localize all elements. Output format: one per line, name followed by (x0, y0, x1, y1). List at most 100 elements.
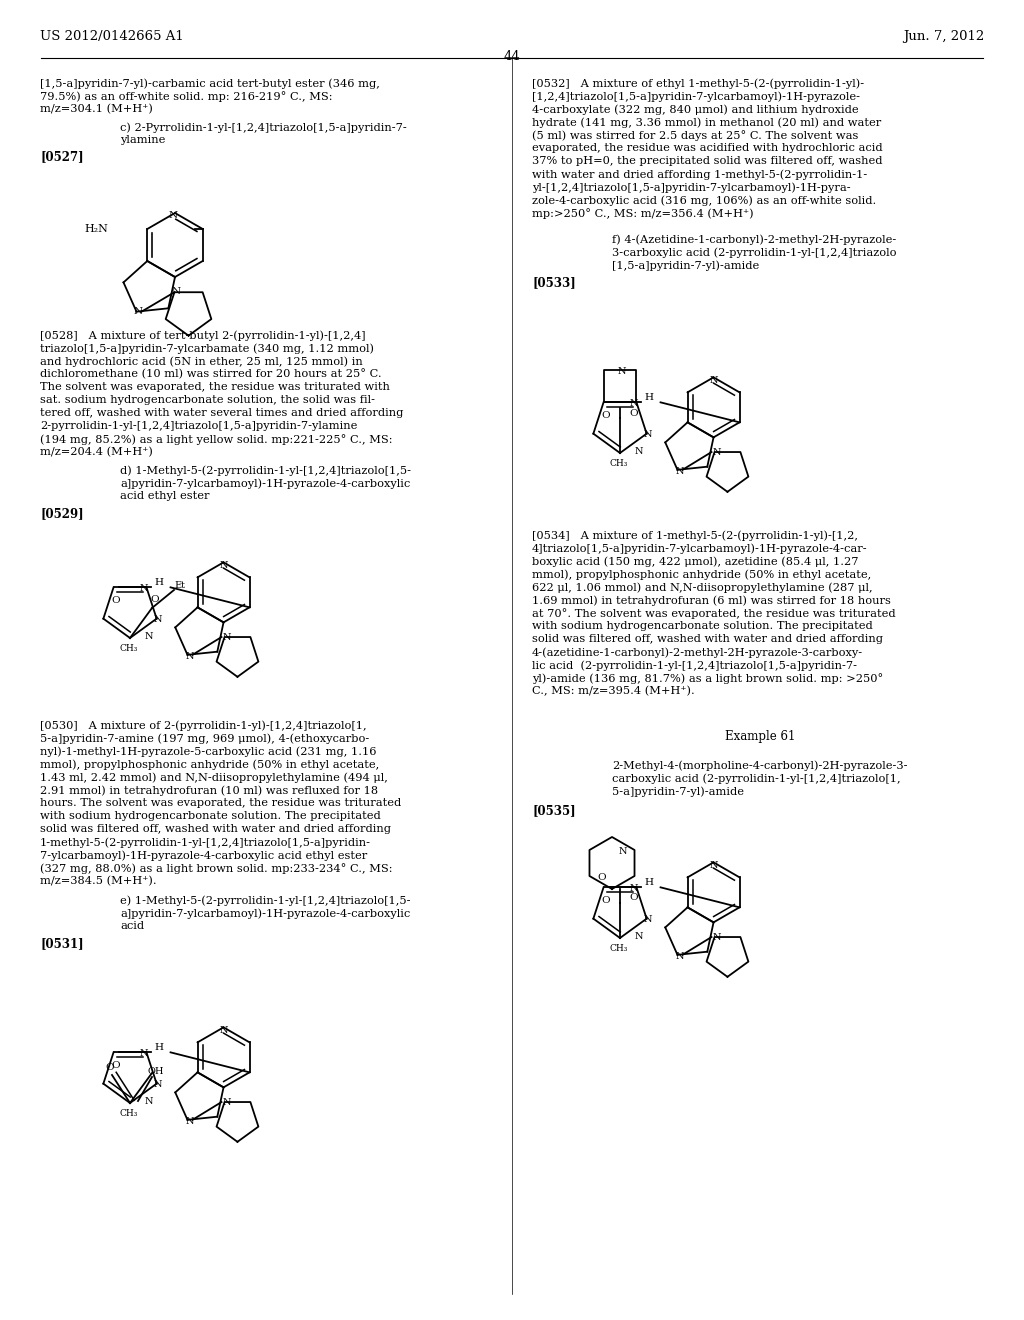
Text: and hydrochloric acid (5N in ether, 25 ml, 125 mmol) in: and hydrochloric acid (5N in ether, 25 m… (40, 356, 362, 367)
Text: OH: OH (147, 1067, 164, 1076)
Text: with sodium hydrogencarbonate solution. The precipitated: with sodium hydrogencarbonate solution. … (532, 620, 872, 631)
Text: N: N (618, 846, 627, 855)
Text: f) 4-(Azetidine-1-carbonyl)-2-methyl-2H-pyrazole-: f) 4-(Azetidine-1-carbonyl)-2-methyl-2H-… (612, 234, 896, 244)
Text: CH₃: CH₃ (609, 459, 628, 469)
Text: N: N (139, 1049, 147, 1057)
Text: [0527]: [0527] (40, 150, 84, 162)
Text: [0529]: [0529] (40, 507, 84, 520)
Text: N: N (134, 308, 143, 317)
Text: O: O (601, 896, 609, 906)
Text: O: O (597, 873, 606, 882)
Text: 3-carboxylic acid (2-pyrrolidin-1-yl-[1,2,4]triazolo: 3-carboxylic acid (2-pyrrolidin-1-yl-[1,… (612, 247, 896, 257)
Text: US 2012/0142665 A1: US 2012/0142665 A1 (40, 30, 183, 44)
Text: O: O (105, 1064, 115, 1072)
Text: zole-4-carboxylic acid (316 mg, 106%) as an off-white solid.: zole-4-carboxylic acid (316 mg, 106%) as… (532, 195, 877, 206)
Text: 4-carboxylate (322 mg, 840 μmol) and lithium hydroxide: 4-carboxylate (322 mg, 840 μmol) and lit… (532, 104, 859, 115)
Text: N: N (675, 467, 684, 477)
Text: e) 1-Methyl-5-(2-pyrrolidin-1-yl-[1,2,4]triazolo[1,5-: e) 1-Methyl-5-(2-pyrrolidin-1-yl-[1,2,4]… (120, 895, 411, 906)
Text: evaporated, the residue was acidified with hydrochloric acid: evaporated, the residue was acidified wi… (532, 143, 883, 153)
Text: acid ethyl ester: acid ethyl ester (120, 491, 210, 502)
Text: [0530]   A mixture of 2-(pyrrolidin-1-yl)-[1,2,4]triazolo[1,: [0530] A mixture of 2-(pyrrolidin-1-yl)-… (40, 719, 367, 730)
Text: lic acid  (2-pyrrolidin-1-yl-[1,2,4]triazolo[1,5-a]pyridin-7-: lic acid (2-pyrrolidin-1-yl-[1,2,4]triaz… (532, 660, 857, 671)
Text: carboxylic acid (2-pyrrolidin-1-yl-[1,2,4]triazolo[1,: carboxylic acid (2-pyrrolidin-1-yl-[1,2,… (612, 774, 901, 784)
Text: 4-(azetidine-1-carbonyl)-2-methyl-2H-pyrazole-3-carboxy-: 4-(azetidine-1-carbonyl)-2-methyl-2H-pyr… (532, 647, 863, 657)
Text: N: N (629, 399, 638, 408)
Text: dichloromethane (10 ml) was stirred for 20 hours at 25° C.: dichloromethane (10 ml) was stirred for … (40, 370, 382, 380)
Text: [0532]   A mixture of ethyl 1-methyl-5-(2-(pyrrolidin-1-yl)-: [0532] A mixture of ethyl 1-methyl-5-(2-… (532, 78, 864, 88)
Text: m/z=384.5 (M+H⁺).: m/z=384.5 (M+H⁺). (40, 876, 157, 886)
Text: solid was filtered off, washed with water and dried affording: solid was filtered off, washed with wate… (40, 824, 391, 834)
Text: 5-a]pyridin-7-amine (197 mg, 969 μmol), 4-(ethoxycarbo-: 5-a]pyridin-7-amine (197 mg, 969 μmol), … (40, 733, 370, 743)
Text: (327 mg, 88.0%) as a light brown solid. mp:233-234° C., MS:: (327 mg, 88.0%) as a light brown solid. … (40, 863, 392, 874)
Text: mp:>250° C., MS: m/z=356.4 (M+H⁺): mp:>250° C., MS: m/z=356.4 (M+H⁺) (532, 209, 754, 219)
Text: (194 mg, 85.2%) as a light yellow solid. mp:221-225° C., MS:: (194 mg, 85.2%) as a light yellow solid.… (40, 434, 392, 445)
Text: 2-Methyl-4-(morpholine-4-carbonyl)-2H-pyrazole-3-: 2-Methyl-4-(morpholine-4-carbonyl)-2H-py… (612, 760, 907, 771)
Text: 37% to pH=0, the precipitated solid was filtered off, washed: 37% to pH=0, the precipitated solid was … (532, 156, 883, 166)
Text: m/z=204.4 (M+H⁺): m/z=204.4 (M+H⁺) (40, 447, 153, 457)
Text: N: N (617, 367, 626, 376)
Text: O: O (630, 408, 638, 417)
Text: N: N (222, 632, 230, 642)
Text: N: N (675, 952, 684, 961)
Text: c) 2-Pyrrolidin-1-yl-[1,2,4]triazolo[1,5-a]pyridin-7-: c) 2-Pyrrolidin-1-yl-[1,2,4]triazolo[1,5… (120, 121, 407, 132)
Text: [1,5-a]pyridin-7-yl)-carbamic acid tert-butyl ester (346 mg,: [1,5-a]pyridin-7-yl)-carbamic acid tert-… (40, 78, 380, 88)
Text: N: N (219, 1026, 227, 1035)
Text: O: O (151, 595, 160, 605)
Text: [0528]   A mixture of tert-butyl 2-(pyrrolidin-1-yl)-[1,2,4]: [0528] A mixture of tert-butyl 2-(pyrrol… (40, 330, 366, 341)
Text: 2-pyrrolidin-1-yl-[1,2,4]triazolo[1,5-a]pyridin-7-ylamine: 2-pyrrolidin-1-yl-[1,2,4]triazolo[1,5-a]… (40, 421, 357, 432)
Text: N: N (144, 632, 153, 642)
Text: Example 61: Example 61 (725, 730, 796, 743)
Text: CH₃: CH₃ (120, 1109, 138, 1118)
Text: hydrate (141 mg, 3.36 mmol) in methanol (20 ml) and water: hydrate (141 mg, 3.36 mmol) in methanol … (532, 117, 882, 128)
Text: hours. The solvent was evaporated, the residue was triturated: hours. The solvent was evaporated, the r… (40, 799, 401, 808)
Text: with sodium hydrogencarbonate solution. The precipitated: with sodium hydrogencarbonate solution. … (40, 810, 381, 821)
Text: a]pyridin-7-ylcarbamoyl)-1H-pyrazole-4-carboxylic: a]pyridin-7-ylcarbamoyl)-1H-pyrazole-4-c… (120, 908, 411, 919)
Text: 622 μl, 1.06 mmol) and N,N-diisopropylethylamine (287 μl,: 622 μl, 1.06 mmol) and N,N-diisopropylet… (532, 582, 872, 593)
Text: N: N (154, 1080, 162, 1089)
Text: 1.69 mmol) in tetrahydrofuran (6 ml) was stirred for 18 hours: 1.69 mmol) in tetrahydrofuran (6 ml) was… (532, 595, 891, 606)
Text: sat. sodium hydrogencarbonate solution, the solid was fil-: sat. sodium hydrogencarbonate solution, … (40, 395, 375, 405)
Text: [0535]: [0535] (532, 804, 575, 817)
Text: CH₃: CH₃ (120, 644, 138, 653)
Text: 5-a]pyridin-7-yl)-amide: 5-a]pyridin-7-yl)-amide (612, 785, 744, 796)
Text: N: N (154, 615, 162, 624)
Text: solid was filtered off, washed with water and dried affording: solid was filtered off, washed with wate… (532, 634, 883, 644)
Text: N: N (185, 652, 194, 661)
Text: [0531]: [0531] (40, 937, 84, 950)
Text: 2.91 mmol) in tetrahydrofuran (10 ml) was refluxed for 18: 2.91 mmol) in tetrahydrofuran (10 ml) wa… (40, 785, 378, 796)
Text: with water and dried affording 1-methyl-5-(2-pyrrolidin-1-: with water and dried affording 1-methyl-… (532, 169, 867, 180)
Text: at 70°. The solvent was evaporated, the residue was triturated: at 70°. The solvent was evaporated, the … (532, 609, 896, 619)
Text: yl)-amide (136 mg, 81.7%) as a light brown solid. mp: >250°: yl)-amide (136 mg, 81.7%) as a light bro… (532, 673, 884, 684)
Text: N: N (219, 561, 227, 570)
Text: H₂N: H₂N (84, 224, 108, 234)
Text: [0534]   A mixture of 1-methyl-5-(2-(pyrrolidin-1-yl)-[1,2,: [0534] A mixture of 1-methyl-5-(2-(pyrro… (532, 531, 858, 541)
Text: mmol), propylphosphonic anhydride (50% in ethyl acetate,: mmol), propylphosphonic anhydride (50% i… (532, 569, 871, 579)
Text: (5 ml) was stirred for 2.5 days at 25° C. The solvent was: (5 ml) was stirred for 2.5 days at 25° C… (532, 129, 858, 141)
Text: O: O (111, 1061, 120, 1071)
Text: N: N (710, 861, 718, 870)
Text: 4]triazolo[1,5-a]pyridin-7-ylcarbamoyl)-1H-pyrazole-4-car-: 4]triazolo[1,5-a]pyridin-7-ylcarbamoyl)-… (532, 543, 867, 553)
Text: N: N (168, 210, 177, 219)
Text: N: N (635, 932, 643, 941)
Text: The solvent was evaporated, the residue was triturated with: The solvent was evaporated, the residue … (40, 381, 390, 392)
Text: H: H (154, 1043, 163, 1052)
Text: [1,2,4]triazolo[1,5-a]pyridin-7-ylcarbamoyl)-1H-pyrazole-: [1,2,4]triazolo[1,5-a]pyridin-7-ylcarbam… (532, 91, 860, 102)
Text: N: N (172, 286, 181, 296)
Text: N: N (710, 376, 718, 385)
Text: N: N (629, 884, 638, 892)
Text: C., MS: m/z=395.4 (M+H⁺).: C., MS: m/z=395.4 (M+H⁺). (532, 686, 694, 697)
Text: N: N (635, 447, 643, 457)
Text: N: N (643, 430, 652, 440)
Text: [0533]: [0533] (532, 276, 575, 289)
Text: mmol), propylphosphonic anhydride (50% in ethyl acetate,: mmol), propylphosphonic anhydride (50% i… (40, 759, 379, 770)
Text: tered off, washed with water several times and dried affording: tered off, washed with water several tim… (40, 408, 403, 418)
Text: 1-methyl-5-(2-pyrrolidin-1-yl-[1,2,4]triazolo[1,5-a]pyridin-: 1-methyl-5-(2-pyrrolidin-1-yl-[1,2,4]tri… (40, 837, 371, 847)
Text: H: H (644, 878, 653, 887)
Text: 79.5%) as an off-white solid. mp: 216-219° C., MS:: 79.5%) as an off-white solid. mp: 216-21… (40, 91, 333, 102)
Text: H: H (154, 578, 163, 587)
Text: 44: 44 (504, 50, 520, 63)
Text: nyl)-1-methyl-1H-pyrazole-5-carboxylic acid (231 mg, 1.16: nyl)-1-methyl-1H-pyrazole-5-carboxylic a… (40, 746, 377, 756)
Text: [1,5-a]pyridin-7-yl)-amide: [1,5-a]pyridin-7-yl)-amide (612, 260, 759, 271)
Text: ylamine: ylamine (120, 135, 165, 145)
Text: Et: Et (174, 582, 185, 590)
